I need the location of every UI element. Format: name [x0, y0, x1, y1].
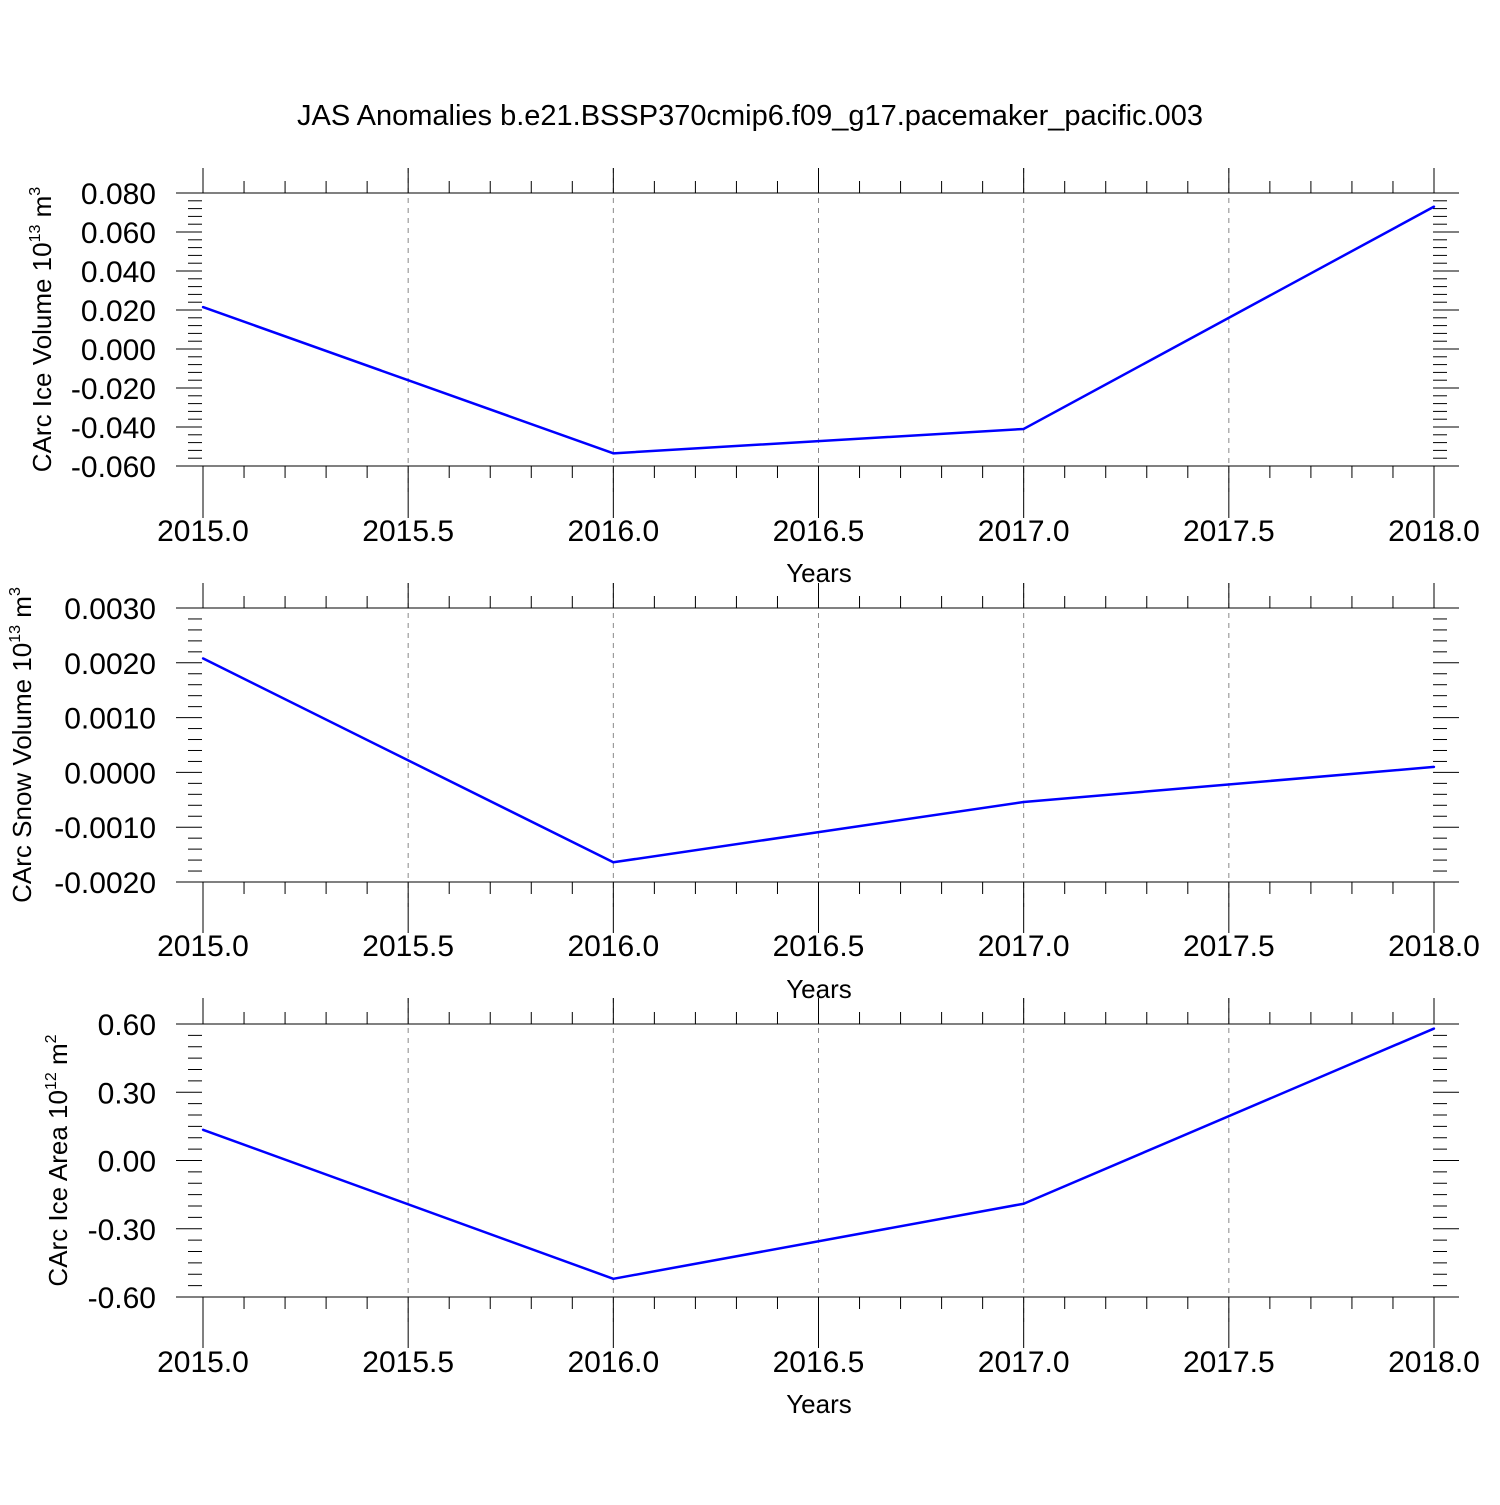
data-point: [201, 1128, 205, 1131]
data-point: [1432, 205, 1436, 208]
x-tick-label: 2015.0: [157, 515, 249, 548]
y-tick-label: 0.0030: [64, 593, 156, 626]
y-tick-label: 0.000: [81, 334, 156, 367]
x-tick-label: 2016.0: [567, 930, 659, 963]
series-line: [202, 657, 1435, 864]
x-tick-label: 2015.5: [362, 930, 454, 963]
series-line: [202, 205, 1435, 455]
x-tick-label: 2017.5: [1183, 515, 1275, 548]
x-tick-label: 2016.5: [773, 930, 865, 963]
data-point: [612, 452, 615, 455]
y-tick-label: -0.040: [71, 412, 156, 445]
x-tick-label: 2016.0: [567, 1346, 659, 1379]
y-axis-title-text: CArc Snow Volume 10: [7, 643, 37, 903]
data-point: [1022, 1202, 1025, 1205]
x-tick-label: 2015.0: [157, 930, 249, 963]
y-tick-label: -0.60: [88, 1282, 156, 1315]
series-line: [202, 1027, 1435, 1281]
y-tick-label: 0.080: [81, 178, 156, 211]
x-tick-label: 2016.5: [773, 1346, 865, 1379]
y-axis-title-unit: m: [43, 1043, 73, 1072]
data-point: [1022, 800, 1025, 804]
x-tick-label: 2017.0: [978, 515, 1070, 548]
x-tick-label: 2017.0: [978, 1346, 1070, 1379]
x-tick-label: 2016.0: [567, 515, 659, 548]
y-tick-label: 0.020: [81, 295, 156, 328]
x-tick-label: 2017.5: [1183, 1346, 1275, 1379]
y-axis-title: CArc Ice Volume 1013 m3: [27, 187, 57, 472]
y-axis-title-exp: 13: [27, 225, 44, 243]
y-tick-label: 0.00: [98, 1146, 156, 1179]
y-axis-title: CArc Snow Volume 1013 m3: [7, 587, 37, 903]
x-tick-label: 2015.5: [362, 515, 454, 548]
y-tick-label: 0.0000: [64, 757, 156, 790]
y-tick-label: 0.30: [98, 1077, 156, 1110]
y-tick-label: -0.0020: [54, 867, 156, 900]
y-tick-label: 0.060: [81, 217, 156, 250]
data-point: [1022, 427, 1025, 431]
y-tick-label: 0.0010: [64, 703, 156, 736]
y-tick-label: -0.30: [88, 1214, 156, 1247]
y-axis-title-text: CArc Ice Area 10: [43, 1090, 73, 1287]
x-tick-label: 2018.0: [1388, 515, 1480, 548]
y-tick-label: -0.020: [71, 373, 156, 406]
chart-title: JAS Anomalies b.e21.BSSP370cmip6.f09_g17…: [296, 100, 1203, 132]
y-axis-title-unit: m: [7, 596, 37, 625]
data-point: [612, 861, 615, 864]
x-tick-label: 2017.0: [978, 930, 1070, 963]
x-tick-label: 2015.0: [157, 1346, 249, 1379]
y-axis-title-exp: 13: [7, 625, 24, 643]
y-axis-title-unit: m: [27, 196, 57, 225]
x-tick-label: 2018.0: [1388, 930, 1480, 963]
x-axis-title: Years: [786, 1389, 852, 1419]
x-tick-label: 2018.0: [1388, 1346, 1480, 1379]
y-axis-title-unit-exp: 3: [7, 587, 24, 596]
data-point: [201, 657, 205, 660]
x-tick-label: 2015.5: [362, 1346, 454, 1379]
data-point: [201, 305, 205, 309]
y-axis-title: CArc Ice Area 1012 m2: [43, 1034, 73, 1286]
y-axis-title-text: CArc Ice Volume 10: [27, 242, 57, 472]
y-axis-title-exp: 12: [43, 1072, 60, 1090]
y-axis-title-unit-exp: 3: [27, 187, 44, 196]
data-point: [1432, 765, 1436, 769]
y-tick-label: -0.060: [71, 451, 156, 484]
x-tick-label: 2017.5: [1183, 930, 1275, 963]
y-axis-title-unit-exp: 2: [43, 1034, 60, 1043]
x-tick-label: 2016.5: [773, 515, 865, 548]
data-point: [1432, 1027, 1436, 1030]
y-tick-label: -0.0010: [54, 812, 156, 845]
y-tick-label: 0.60: [98, 1009, 156, 1042]
panel-3: -0.60 -0.30 0.00 0.30 0.60 2015.0 2015.5 2016.0…: [43, 998, 1480, 1419]
y-tick-label: 0.0020: [64, 648, 156, 681]
y-tick-label: 0.040: [81, 256, 156, 289]
panel-1: -0.060 -0.040 -0.020 0.000 0.020 0.040 0.060 0.…: [27, 168, 1480, 588]
panel-2: -0.0020 -0.0010 0.0000 0.0010 0.0020 0.0030 20…: [7, 583, 1480, 1004]
data-point: [612, 1277, 615, 1281]
